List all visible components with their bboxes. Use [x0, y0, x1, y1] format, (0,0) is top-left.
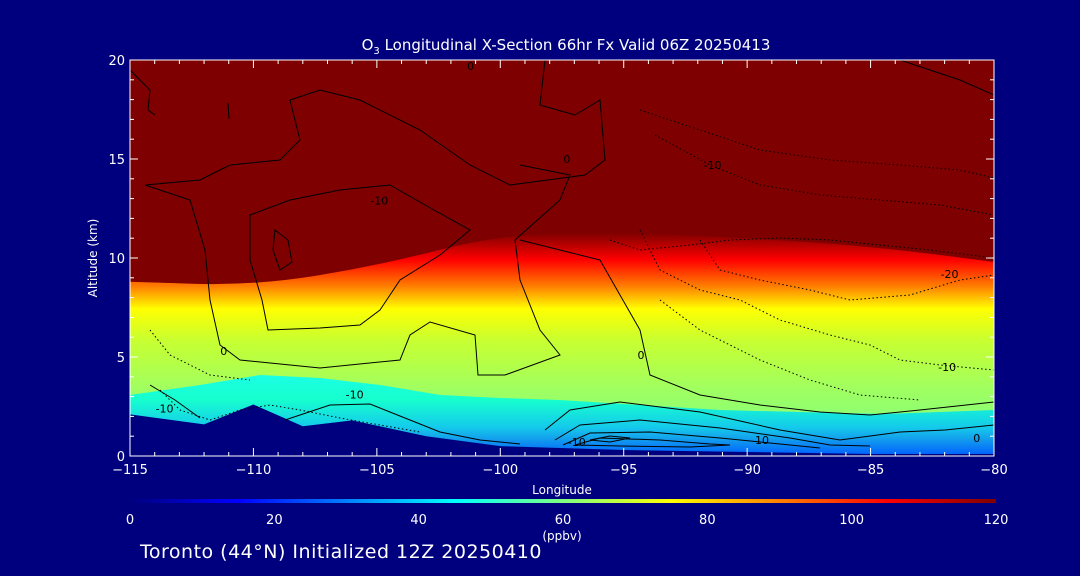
contour-label: -10: [568, 436, 586, 449]
y-tick-label: 10: [108, 252, 125, 267]
y-tick-label: 15: [108, 153, 125, 168]
contour-line-dotted: [699, 239, 994, 301]
contour-line: [284, 403, 521, 445]
contour-label: 0: [220, 345, 227, 358]
contour-line-dotted: [149, 329, 251, 381]
contour-line: [899, 60, 994, 96]
contour-line-dotted: [654, 134, 994, 216]
contour-line: [144, 60, 606, 186]
title-subscript: 3: [373, 46, 379, 57]
contour-lines: [130, 60, 994, 449]
x-tick-label: −85: [857, 463, 884, 478]
contour-label: -10: [346, 389, 364, 402]
contour-line: [574, 437, 731, 448]
colorbar-tick-label: 100: [839, 513, 864, 528]
contour-line: [249, 184, 471, 331]
colorbar-tick-label: 0: [126, 513, 134, 528]
x-tick-label: −90: [733, 463, 760, 478]
contour-label: 10: [755, 434, 769, 447]
contour-line: [227, 102, 230, 120]
contour-labels: 0 0 -10 -10 -20 0 -10 -10 0 -10 -10 10 0: [156, 60, 981, 449]
contour-line-dotted: [159, 389, 421, 433]
colorbar-tick-label: 40: [410, 513, 427, 528]
contour-line-dotted: [639, 229, 994, 371]
contour-line: [562, 431, 821, 449]
y-axis: 0 5 10 15 20: [108, 54, 994, 465]
y-axis-label: Altitude (km): [86, 219, 100, 298]
x-tick-label: −100: [482, 463, 518, 478]
title-rest: Longitudinal X-Section 66hr Fx Valid 06Z…: [380, 36, 771, 54]
contour-line-dotted: [639, 109, 994, 179]
contour-line: [144, 164, 571, 376]
colorbar-tick-label: 20: [266, 513, 283, 528]
contour-label: -10: [156, 402, 174, 415]
contour-line-dotted: [609, 237, 994, 259]
contour-label: -10: [938, 361, 956, 374]
x-tick-label: −115: [112, 463, 148, 478]
x-tick-label: −95: [610, 463, 637, 478]
contour-label: 0: [563, 153, 570, 166]
y-tick-label: 5: [117, 351, 125, 366]
colorbar-tick-label: 120: [984, 513, 1009, 528]
terrain-mask: [130, 404, 994, 456]
colorbar-tick-label: 80: [699, 513, 716, 528]
contour-line: [554, 419, 871, 447]
contour-label: -20: [941, 268, 959, 281]
colorbar-tick-label: 60: [555, 513, 572, 528]
contour-label: 0: [637, 349, 644, 362]
contour-line: [544, 401, 994, 441]
x-tick-label: −80: [980, 463, 1007, 478]
contour-line: [149, 384, 201, 419]
plot-area: 0 0 -10 -10 -20 0 -10 -10 0 -10 -10 10 0: [130, 60, 994, 456]
y-tick-label: 0: [117, 450, 125, 465]
y-tick-label: 20: [108, 54, 125, 69]
colorbar-unit: (ppbv): [542, 529, 581, 543]
contour-line: [130, 69, 156, 116]
contour-label: 0: [973, 432, 980, 445]
negative-contour-lines: [149, 109, 994, 433]
footer-caption: Toronto (44°N) Initialized 12Z 20250410: [140, 541, 542, 563]
x-tick-label: −110: [236, 463, 272, 478]
x-axis-label: Longitude: [532, 483, 592, 497]
contour-label: -10: [370, 195, 388, 208]
contour-label: -10: [704, 159, 722, 172]
colorbar: [130, 499, 996, 503]
chart-title: O3 Longitudinal X-Section 66hr Fx Valid …: [362, 36, 771, 57]
contour-line-dotted: [659, 299, 921, 401]
colorbar-ticks: 0 20 40 60 80 100 120: [126, 513, 1009, 528]
title-species: O: [362, 36, 374, 54]
contour-line: [589, 435, 631, 443]
x-tick-label: −105: [359, 463, 395, 478]
contour-line: [519, 239, 994, 416]
contour-line: [272, 229, 293, 271]
x-axis: −115 −110 −105 −100 −95 −90 −85 −80: [112, 60, 1008, 478]
contour-label: 0: [467, 60, 474, 73]
